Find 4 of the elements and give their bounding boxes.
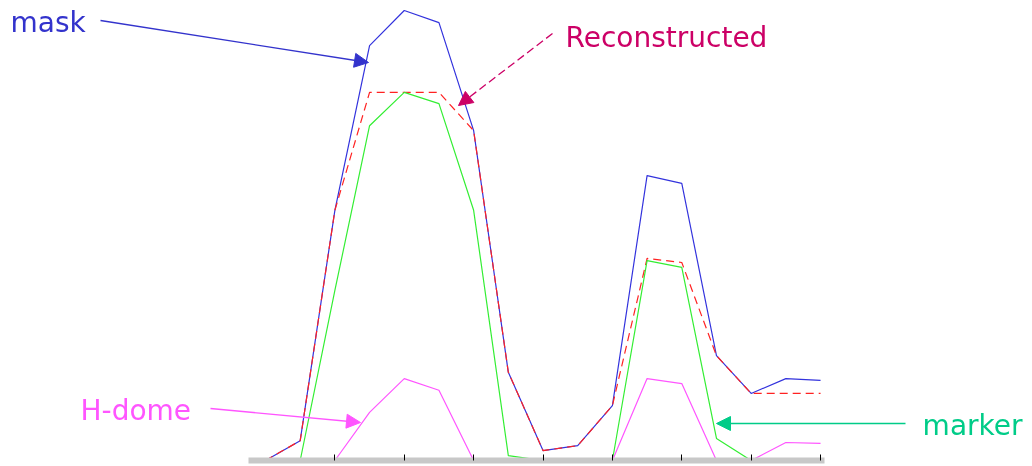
text: Reconstructed <box>565 21 768 54</box>
text: marker <box>922 409 1023 442</box>
text: H-dome <box>80 394 192 427</box>
text: mask <box>10 6 87 39</box>
